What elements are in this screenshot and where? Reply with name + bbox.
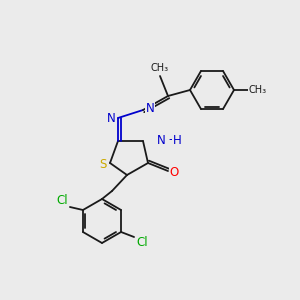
Text: N: N xyxy=(106,112,116,124)
Text: CH₃: CH₃ xyxy=(151,63,169,73)
Text: O: O xyxy=(169,166,178,178)
Text: N: N xyxy=(146,103,154,116)
Text: –: – xyxy=(168,134,174,146)
Text: H: H xyxy=(172,134,182,146)
Text: N: N xyxy=(157,134,165,146)
Text: S: S xyxy=(99,158,107,170)
Text: Cl: Cl xyxy=(136,236,148,250)
Text: CH₃: CH₃ xyxy=(249,85,267,95)
Text: Cl: Cl xyxy=(56,194,68,208)
